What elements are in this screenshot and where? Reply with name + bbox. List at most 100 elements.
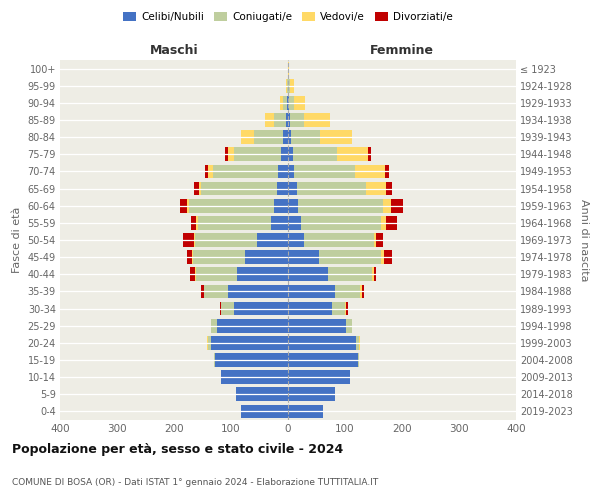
Bar [346,302,348,316]
Bar [208,336,211,349]
Bar [328,268,373,281]
Bar [298,199,383,212]
Bar [180,199,187,212]
Bar [359,336,361,349]
Bar [236,388,288,401]
Bar [362,284,364,298]
Bar [293,148,337,161]
Bar [281,148,288,161]
Bar [288,250,319,264]
Bar [294,164,355,178]
Bar [241,404,288,418]
Bar [288,148,293,161]
Bar [278,164,288,178]
Bar [274,113,286,127]
Bar [345,302,346,316]
Legend: Celibi/Nubili, Coniugati/e, Vedovi/e, Divorziati/e: Celibi/Nubili, Coniugati/e, Vedovi/e, Di… [119,8,457,26]
Bar [288,182,296,196]
Bar [221,302,234,316]
Bar [204,284,228,298]
Bar [194,233,195,247]
Bar [304,233,373,247]
Bar [361,284,362,298]
Bar [214,353,215,367]
Bar [288,268,328,281]
Bar [207,336,208,349]
Bar [381,250,384,264]
Bar [288,284,335,298]
Y-axis label: Fasce di età: Fasce di età [12,207,22,273]
Bar [304,113,329,127]
Bar [373,268,376,281]
Bar [228,284,288,298]
Bar [288,233,304,247]
Bar [301,216,382,230]
Bar [376,233,383,247]
Bar [227,148,235,161]
Bar [288,336,356,349]
Bar [195,233,257,247]
Bar [386,216,397,230]
Bar [196,268,236,281]
Bar [245,250,288,264]
Bar [355,164,385,178]
Bar [383,199,391,212]
Bar [288,113,290,127]
Bar [288,302,332,316]
Bar [254,130,283,144]
Text: Popolazione per età, sesso e stato civile - 2024: Popolazione per età, sesso e stato civil… [12,442,343,456]
Bar [225,148,227,161]
Bar [213,164,278,178]
Text: COMUNE DI BOSA (OR) - Dati ISTAT 1° gennaio 2024 - Elaborazione TUTTITALIA.IT: COMUNE DI BOSA (OR) - Dati ISTAT 1° genn… [12,478,378,487]
Bar [187,250,191,264]
Bar [291,130,320,144]
Bar [199,182,202,196]
Bar [294,96,305,110]
Bar [190,268,194,281]
Bar [235,148,281,161]
Bar [215,353,288,367]
Bar [205,164,208,178]
Bar [288,388,335,401]
Bar [366,182,386,196]
Bar [356,336,359,349]
Bar [187,199,190,212]
Bar [201,284,203,298]
Bar [211,336,288,349]
Bar [384,250,392,264]
Bar [288,404,323,418]
Bar [277,182,288,196]
Bar [289,96,294,110]
Bar [194,182,199,196]
Bar [288,319,346,332]
Bar [288,353,358,367]
Bar [280,96,283,110]
Y-axis label: Anni di nascita: Anni di nascita [578,198,589,281]
Bar [288,79,290,92]
Bar [287,96,288,110]
Bar [290,113,304,127]
Bar [208,164,213,178]
Bar [335,284,361,298]
Bar [194,268,196,281]
Bar [274,199,288,212]
Bar [182,233,194,247]
Bar [386,182,392,196]
Bar [332,302,345,316]
Bar [217,319,288,332]
Bar [288,164,294,178]
Bar [288,216,301,230]
Bar [220,302,221,316]
Bar [211,319,217,332]
Bar [385,164,389,178]
Bar [286,113,288,127]
Bar [202,182,277,196]
Bar [288,96,289,110]
Bar [236,268,288,281]
Bar [287,79,288,92]
Bar [286,79,287,92]
Bar [198,216,271,230]
Bar [257,233,288,247]
Bar [191,250,193,264]
Bar [337,148,368,161]
